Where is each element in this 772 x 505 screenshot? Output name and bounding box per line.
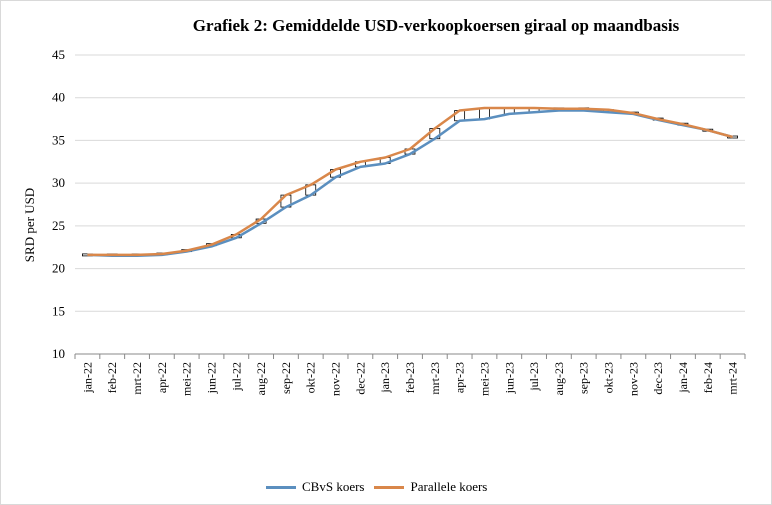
y-tick-label: 35 [52,132,65,147]
x-tick-label: jun-22 [204,362,218,394]
x-tick-label: jun-23 [502,362,516,394]
y-tick-label: 20 [52,261,65,276]
y-tick-label: 30 [52,175,65,190]
chart-title: Grafiek 2: Gemiddelde USD-verkoopkoersen… [192,16,680,35]
x-tick-label: okt-22 [304,362,318,393]
x-tick-label: jan-24 [676,362,690,394]
legend-swatch-parallel [374,485,405,489]
legend: CBvS koers Parallele koers [266,479,487,495]
x-tick-label: dec-23 [651,362,665,395]
x-tick-label: feb-24 [701,362,715,393]
y-tick-labels: 10 15 20 25 30 35 40 45 [52,47,65,361]
x-tick-label: nov-23 [626,362,640,396]
spread-markers [82,107,738,257]
legend-label-cbvs: CBvS koers [302,479,365,494]
x-tick-label: aug-23 [552,362,566,395]
x-tick-label: mrt-23 [428,362,442,395]
x-tick-label: aug-22 [254,362,268,395]
x-tick-labels: jan-22 feb-22 mrt-22 apr-22 mei-22 jun-22 jul-… [80,362,739,396]
x-tick-label: mei-23 [477,362,491,396]
x-tick-label: apr-23 [453,362,467,393]
x-tick-label: sep-22 [279,362,293,394]
legend-swatch-cbvs [266,485,296,489]
x-tick-label: jul-22 [229,362,243,392]
x-tick-label: mrt-24 [726,362,740,395]
x-tick-label: dec-22 [353,362,367,395]
x-tick-label: jul-23 [527,362,541,392]
y-tick-label: 25 [52,218,65,233]
legend-item-parallel: Parallele koers [374,479,487,495]
x-tick-label: sep-23 [577,362,591,394]
x-tick-label: apr-22 [155,362,169,393]
series-lines [87,106,733,258]
x-tick-label: feb-22 [105,362,119,393]
series-line-parallel [87,106,733,257]
x-tick-label: nov-22 [329,362,343,396]
y-tick-label: 15 [52,303,65,318]
x-tick-label: jan-23 [378,362,392,394]
legend-label-parallel: Parallele koers [410,479,488,494]
x-tick-label: okt-23 [602,362,616,393]
x-tick-label: mrt-22 [130,362,144,395]
x-tick-label: feb-23 [403,362,417,393]
y-tick-label: 40 [52,90,65,105]
x-tick-label: mei-22 [180,362,194,396]
x-tick-label: jan-22 [80,362,94,394]
y-axis-label: SRD per USD [22,188,37,262]
legend-item-cbvs: CBvS koers [266,479,364,495]
grid-lines [74,54,746,359]
y-tick-label: 10 [52,346,65,361]
y-tick-label: 45 [52,47,65,62]
